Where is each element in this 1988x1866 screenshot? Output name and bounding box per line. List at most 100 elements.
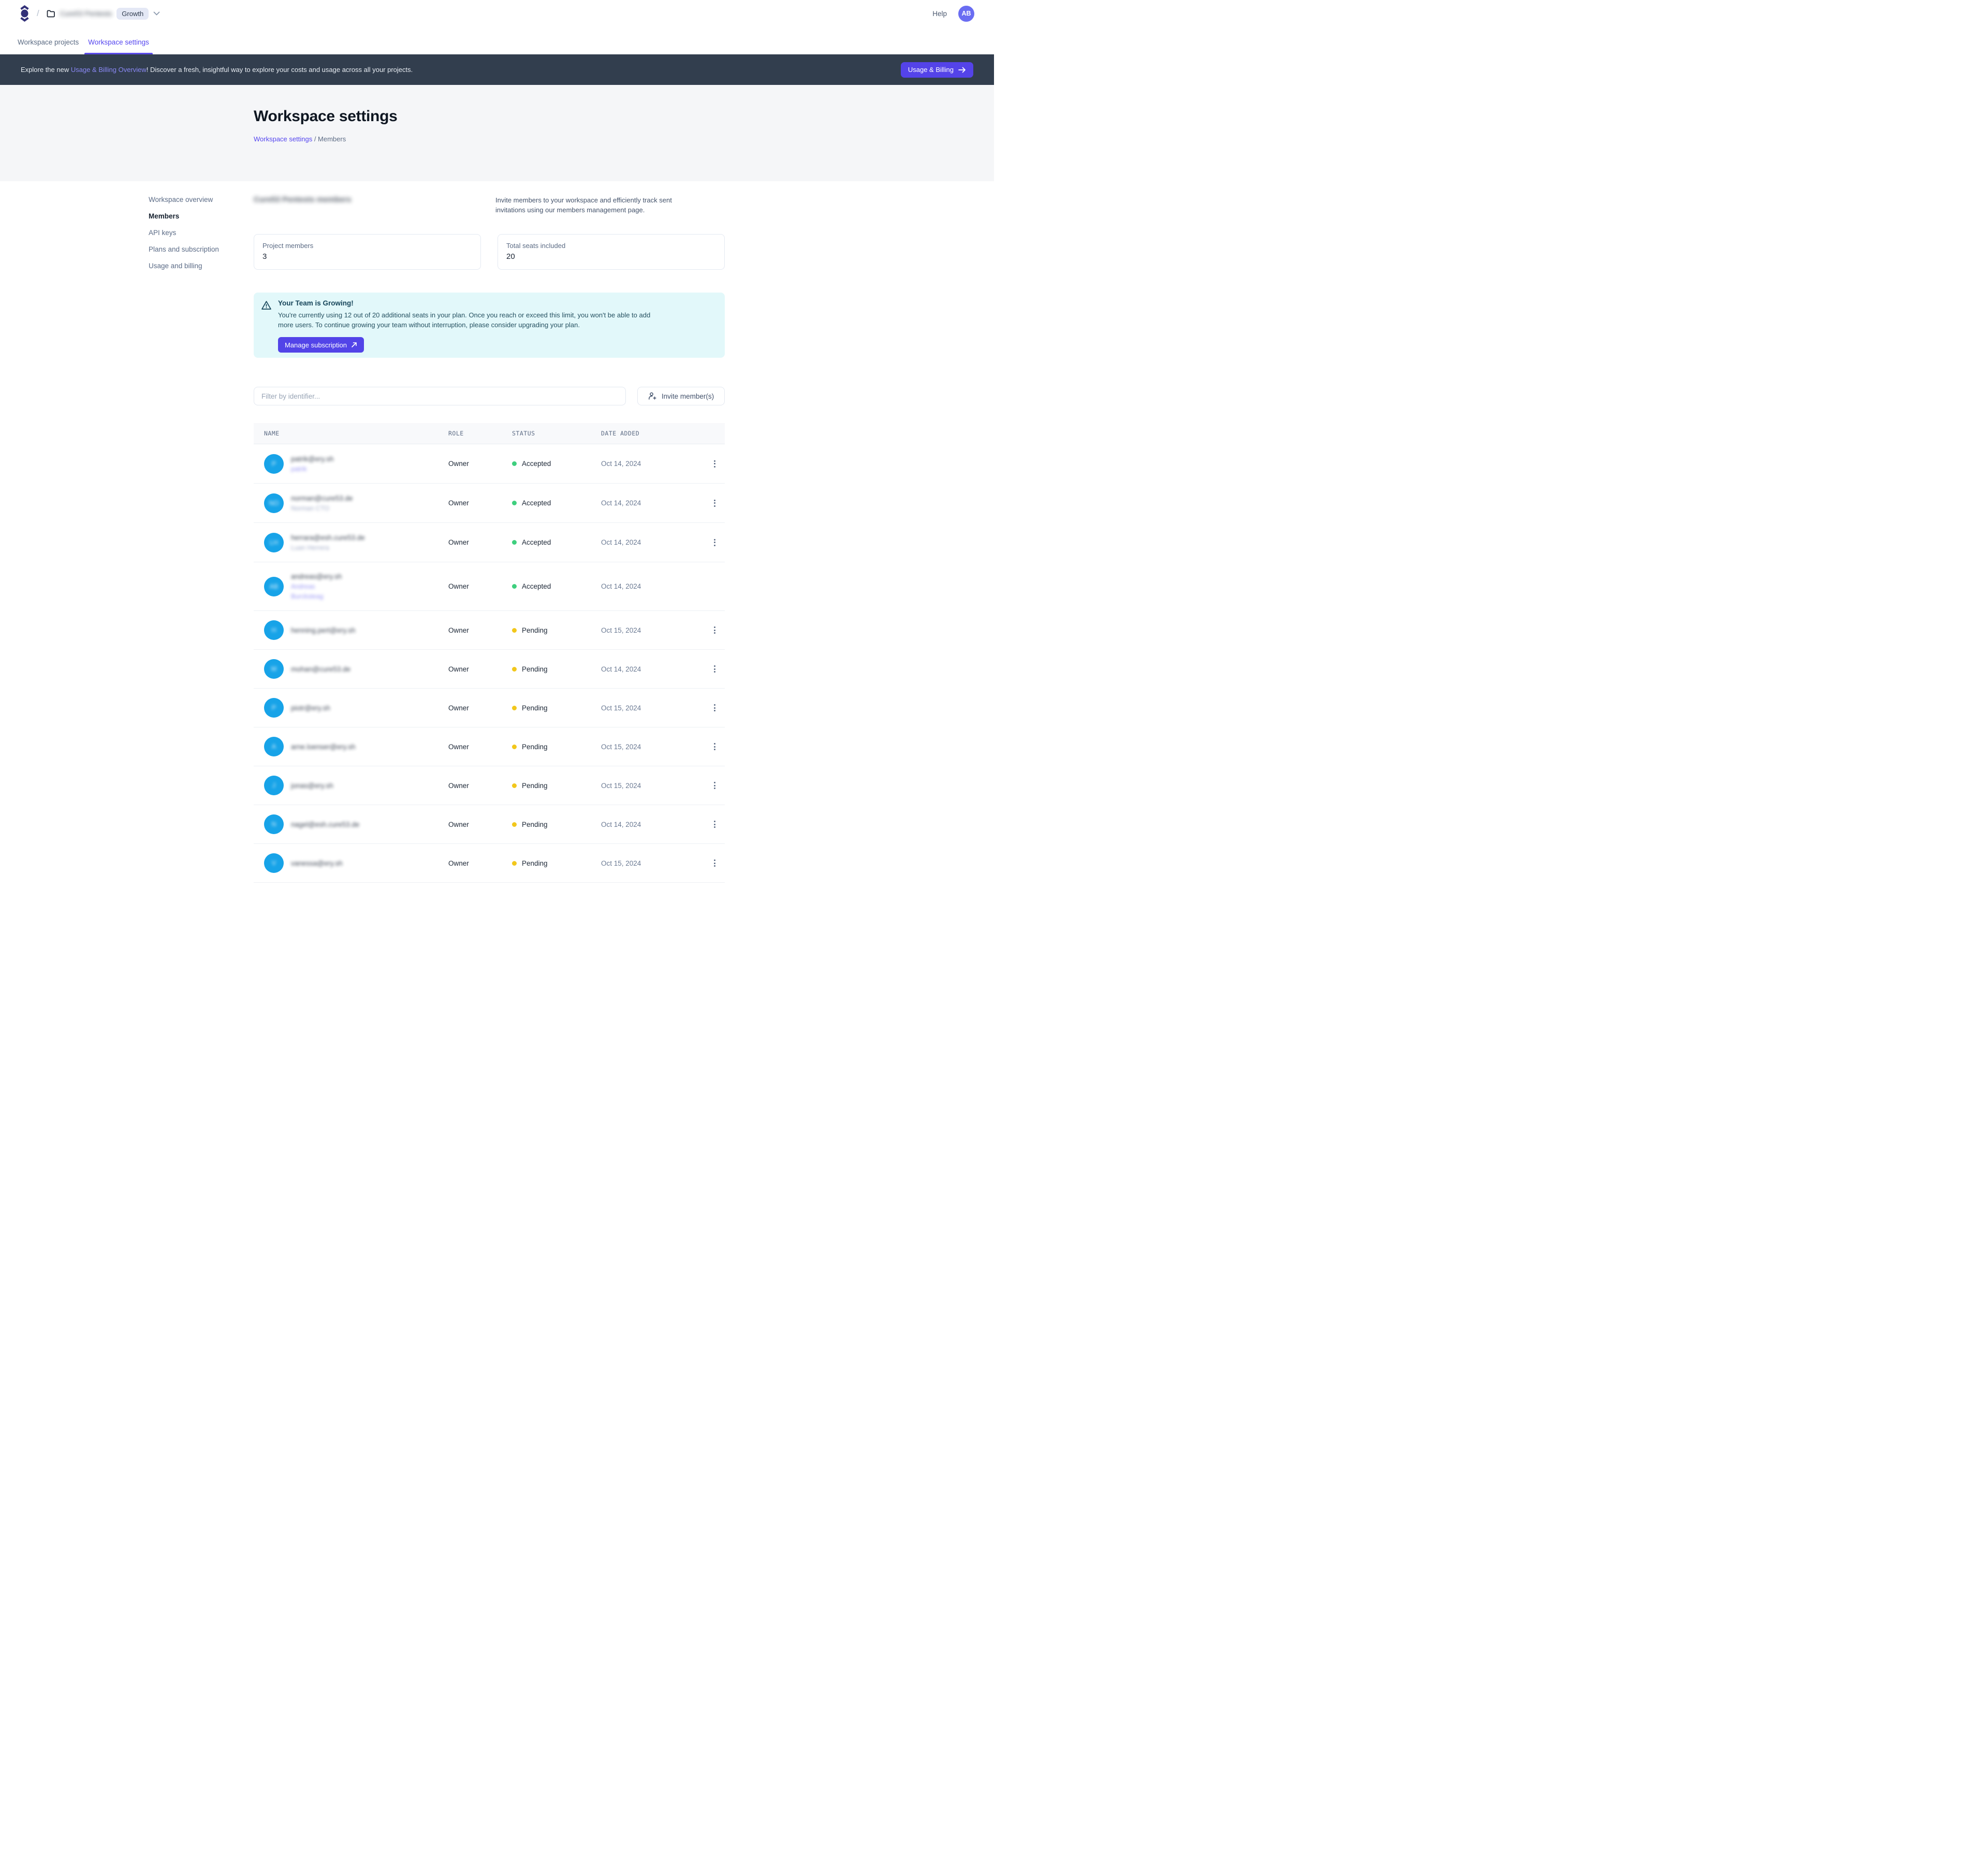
member-status: Pending xyxy=(512,743,601,751)
manage-subscription-button[interactable]: Manage subscription xyxy=(278,337,364,353)
member-secondary-label: patrik xyxy=(291,465,307,473)
member-date-added: Oct 15, 2024 xyxy=(601,704,641,712)
tab-workspace-settings[interactable]: Workspace settings xyxy=(84,38,153,54)
top-bar: / Cure53 Pentests Growth Help AB xyxy=(0,0,994,27)
table-row: H henning.pert@ery.sh Owner Pending Oct … xyxy=(254,611,725,650)
member-avatar: NO xyxy=(264,493,284,513)
table-row: AB andreas@ery.sh Andreas Burcksteag Owne… xyxy=(254,562,725,611)
column-header-role: ROLE xyxy=(448,430,464,437)
hero-section xyxy=(0,85,994,181)
member-role: Owner xyxy=(448,460,469,468)
table-row: J jonas@ery.sh Owner Pending Oct 15, 202… xyxy=(254,766,725,805)
table-row: P piotr@ery.sh Owner Pending Oct 15, 202… xyxy=(254,689,725,727)
member-role: Owner xyxy=(448,820,469,828)
sidebar-item-members[interactable]: Members xyxy=(149,212,180,220)
stat-card-project-members: Project members 3 xyxy=(254,234,481,270)
user-avatar[interactable]: AB xyxy=(958,5,974,22)
member-email: piotr@ery.sh xyxy=(291,704,330,712)
app-logo-icon[interactable] xyxy=(20,5,30,22)
member-email: vanessa@ery.sh xyxy=(291,859,343,867)
page-title: Workspace settings xyxy=(254,108,398,125)
member-date-added: Oct 14, 2024 xyxy=(601,582,641,590)
team-growing-alert: Your Team is Growing! You're currently u… xyxy=(254,293,725,358)
member-avatar: V xyxy=(264,853,284,873)
member-status: Pending xyxy=(512,704,601,712)
member-role: Owner xyxy=(448,781,469,790)
member-role: Owner xyxy=(448,704,469,712)
member-status: Pending xyxy=(512,859,601,867)
member-role: Owner xyxy=(448,742,469,751)
member-secondary-label: Norman CTO xyxy=(291,504,330,512)
row-menu-button[interactable] xyxy=(704,856,725,870)
sidebar-item-plans-and-subscription[interactable]: Plans and subscription xyxy=(149,245,219,253)
sidebar-item-api-keys[interactable]: API keys xyxy=(149,229,177,237)
table-row: NO norman@cure53.de Norman CTO Owner Acc… xyxy=(254,484,725,523)
row-menu-button[interactable] xyxy=(704,623,725,637)
member-name-cell: P patrik@ery.sh patrik xyxy=(264,454,448,474)
arrow-right-icon xyxy=(958,67,966,72)
member-status: Accepted xyxy=(512,499,601,507)
row-menu-button[interactable] xyxy=(704,701,725,715)
sidebar-item-usage-and-billing[interactable]: Usage and billing xyxy=(149,262,202,270)
member-date-added: Oct 14, 2024 xyxy=(601,499,641,507)
status-dot-icon xyxy=(512,666,517,672)
member-date-added: Oct 14, 2024 xyxy=(601,665,641,673)
member-name-cell: V vanessa@ery.sh xyxy=(264,853,448,873)
stat-label: Total seats included xyxy=(506,242,566,250)
member-avatar: AB xyxy=(264,576,284,596)
status-dot-icon xyxy=(512,628,517,633)
banner-usage-billing-link[interactable]: Usage & Billing Overview xyxy=(70,66,147,74)
folder-icon xyxy=(47,10,55,17)
member-date-added: Oct 14, 2024 xyxy=(601,820,641,828)
member-email: nagel@esh.cure53.de xyxy=(291,820,360,828)
breadcrumb-workspace-settings-link[interactable]: Workspace settings xyxy=(254,135,313,143)
table-row: V vanessa@ery.sh Owner Pending Oct 15, 2… xyxy=(254,844,725,883)
sidebar-item-workspace-overview[interactable]: Workspace overview xyxy=(149,196,213,203)
row-menu-button[interactable] xyxy=(704,662,725,676)
row-menu-button[interactable] xyxy=(704,536,725,549)
invite-members-button[interactable]: Invite member(s) xyxy=(637,387,725,405)
filter-input[interactable] xyxy=(254,387,626,405)
member-avatar: N xyxy=(264,814,284,834)
table-body: P patrik@ery.sh patrik Owner Accepted Oc… xyxy=(254,444,725,883)
banner-text: Explore the new Usage & Billing Overview… xyxy=(21,66,413,74)
member-avatar: P xyxy=(264,454,284,474)
row-menu-button[interactable] xyxy=(704,818,725,831)
member-status: Pending xyxy=(512,821,601,828)
member-status: Accepted xyxy=(512,460,601,468)
external-link-icon xyxy=(352,342,357,347)
member-name-cell: M mohan@cure53.de xyxy=(264,659,448,679)
row-menu-button[interactable] xyxy=(704,779,725,792)
member-avatar: J xyxy=(264,776,284,795)
member-role: Owner xyxy=(448,538,469,546)
status-dot-icon xyxy=(512,822,517,827)
member-date-added: Oct 15, 2024 xyxy=(601,781,641,790)
member-email: patrik@ery.sh xyxy=(291,455,334,463)
warning-icon xyxy=(261,299,272,358)
member-role: Owner xyxy=(448,665,469,673)
promo-banner: Explore the new Usage & Billing Overview… xyxy=(0,54,994,85)
member-name-cell: H henning.pert@ery.sh xyxy=(264,620,448,640)
member-avatar: H xyxy=(264,620,284,640)
row-menu-button[interactable] xyxy=(704,740,725,753)
members-table: NAME ROLE STATUS DATE ADDED P patrik@ery… xyxy=(254,423,725,883)
stat-card-total-seats: Total seats included 20 xyxy=(498,234,725,270)
member-email: norman@cure53.de xyxy=(291,494,353,502)
member-email: jonas@ery.sh xyxy=(291,781,333,790)
stat-value: 3 xyxy=(262,252,267,261)
alert-body: You're currently using 12 out of 20 addi… xyxy=(278,311,651,329)
row-menu-button[interactable] xyxy=(704,457,725,471)
row-menu-button[interactable] xyxy=(704,497,725,510)
workspace-selector[interactable]: Cure53 Pentests Growth xyxy=(47,7,160,20)
member-email: herrara@esh.cure53.de xyxy=(291,533,365,542)
member-avatar: M xyxy=(264,659,284,679)
status-dot-icon xyxy=(512,783,517,788)
member-date-added: Oct 15, 2024 xyxy=(601,742,641,751)
status-dot-icon xyxy=(512,861,517,866)
help-link[interactable]: Help xyxy=(932,9,947,18)
usage-billing-button[interactable]: Usage & Billing xyxy=(900,62,973,78)
tab-workspace-projects[interactable]: Workspace projects xyxy=(18,38,79,46)
member-avatar: A xyxy=(264,737,284,756)
member-email: arne.loenser@ery.sh xyxy=(291,742,356,751)
member-avatar: LH xyxy=(264,532,284,552)
